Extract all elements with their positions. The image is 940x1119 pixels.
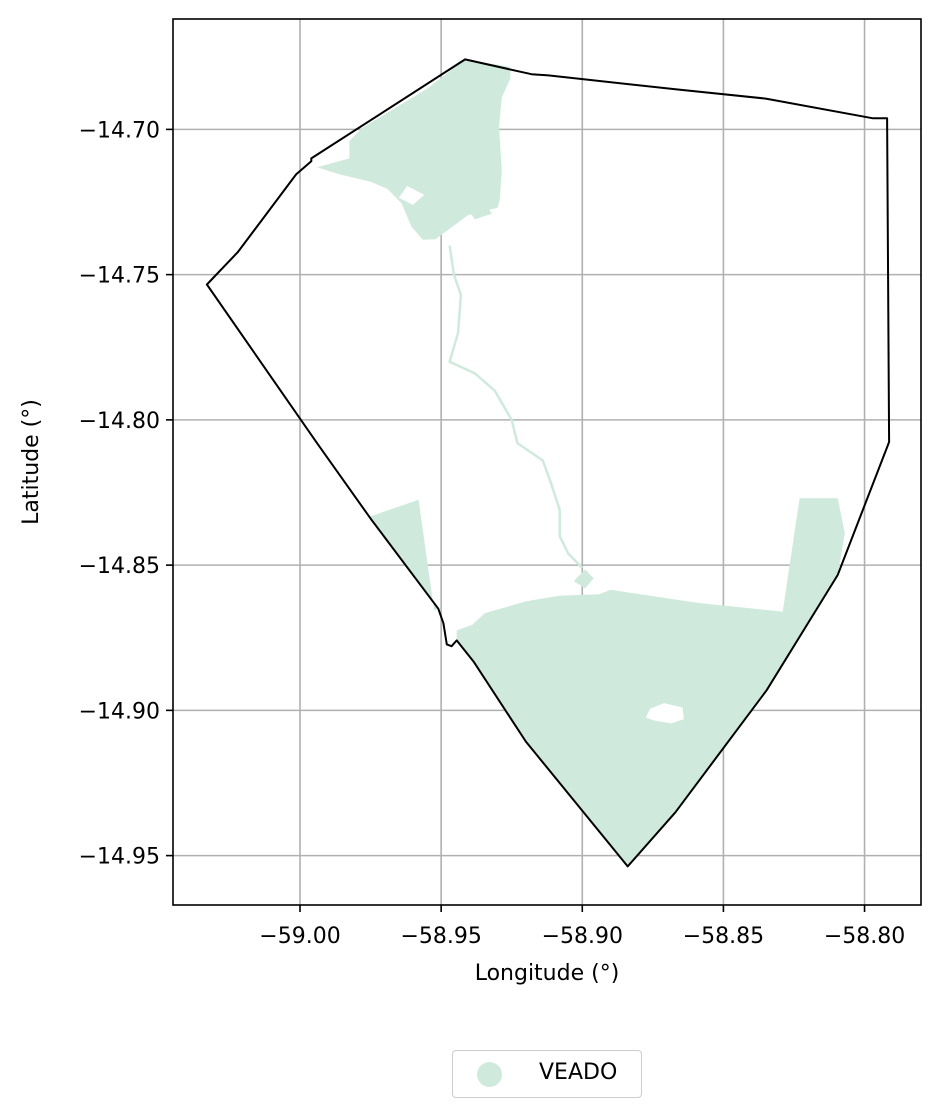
- x-tick-label: −58.95: [400, 924, 481, 949]
- y-tick-label: −14.90: [79, 699, 160, 724]
- x-tick-label: −58.80: [824, 924, 905, 949]
- ticks-layer: −59.00 −58.95 −58.90 −58.85 −58.80 −14.70 −14.…: [79, 118, 906, 949]
- veado-layer: [317, 59, 845, 867]
- grid-layer: [173, 19, 921, 905]
- x-tick-label: −58.90: [542, 924, 623, 949]
- y-axis-title: Latitude (°): [19, 399, 44, 525]
- legend: VEADO: [452, 1050, 642, 1098]
- veado-hole: [398, 186, 425, 205]
- veado-area: [573, 569, 594, 589]
- veado-river: [448, 245, 584, 569]
- y-tick-label: −14.95: [79, 845, 160, 870]
- veado-hole: [645, 703, 684, 724]
- municipality-boundary: [205, 58, 891, 868]
- y-tick-label: −14.75: [79, 264, 160, 289]
- veado-area: [470, 207, 492, 220]
- x-tick-label: −59.00: [259, 924, 340, 949]
- y-tick-label: −14.80: [79, 409, 160, 434]
- x-tick-label: −58.85: [683, 924, 764, 949]
- x-axis-title: Longitude (°): [475, 961, 620, 986]
- legend-label-veado: VEADO: [539, 1060, 618, 1085]
- y-tick-label: −14.70: [79, 118, 160, 143]
- veado-area: [317, 59, 511, 240]
- y-tick-label: −14.85: [79, 554, 160, 579]
- veado-area: [367, 499, 439, 611]
- boundary-layer: [205, 58, 891, 868]
- veado-area: [456, 498, 845, 867]
- river-layer: [448, 245, 584, 569]
- plot-frame: [172, 18, 922, 906]
- legend-swatch-veado: [477, 1062, 502, 1087]
